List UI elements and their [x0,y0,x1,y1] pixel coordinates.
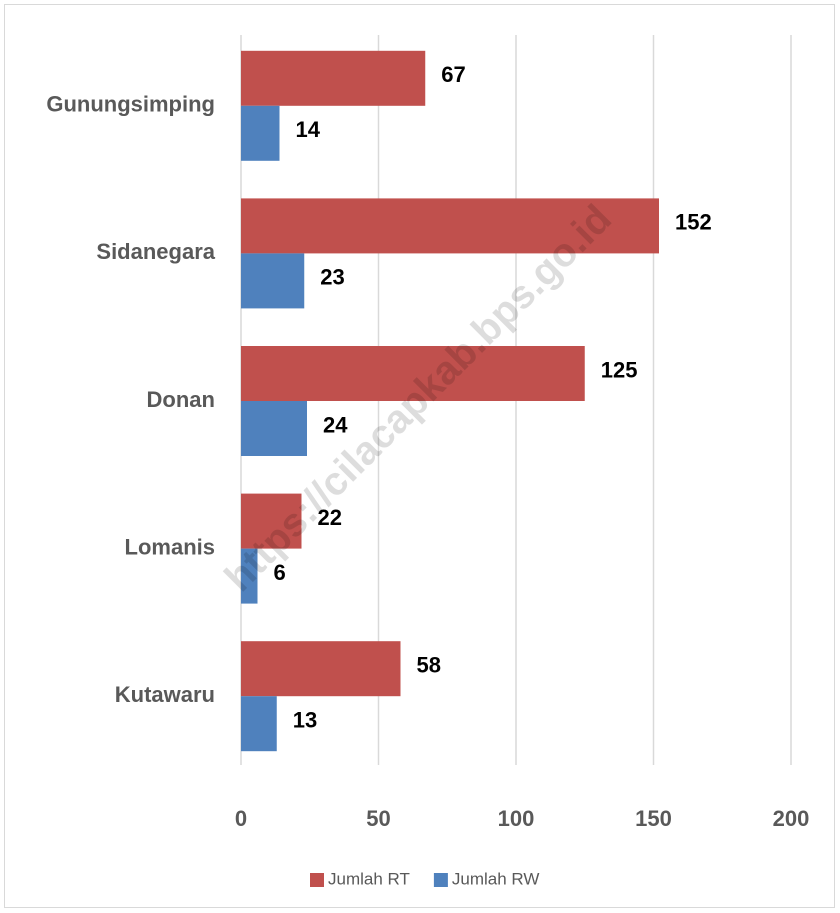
x-tick-label: 200 [773,806,810,831]
bar [241,50,426,106]
data-label: 67 [441,62,465,87]
bar [241,198,659,254]
data-label: 125 [601,357,638,382]
y-tick-label: Gunungsimping [46,92,215,117]
data-label: 6 [274,560,286,585]
x-tick-label: 150 [635,806,672,831]
x-tick-label: 50 [366,806,390,831]
bar [241,401,307,456]
bar [241,641,401,697]
y-tick-label: Donan [147,387,215,412]
data-label: 23 [320,265,344,290]
legend-label: Jumlah RW [452,869,540,888]
bar [241,105,280,161]
legend-label: Jumlah RT [328,869,410,888]
data-label: 24 [323,412,348,437]
y-tick-label: Kutawaru [115,682,215,707]
bar [241,493,302,549]
data-label: 22 [318,505,342,530]
x-tick-label: 100 [498,806,535,831]
bar [241,253,305,309]
legend-swatch [433,873,448,887]
data-label: 14 [296,117,321,142]
bar [241,346,585,401]
data-label: 152 [675,210,712,235]
legend-swatch [310,873,324,887]
data-label: 13 [293,708,317,733]
chart-border [4,4,835,908]
bar [241,548,258,604]
y-tick-label: Sidanegara [96,239,215,264]
data-label: 58 [417,653,441,678]
y-tick-label: Lomanis [125,534,215,559]
bar [241,696,277,752]
x-tick-label: 0 [235,806,247,831]
